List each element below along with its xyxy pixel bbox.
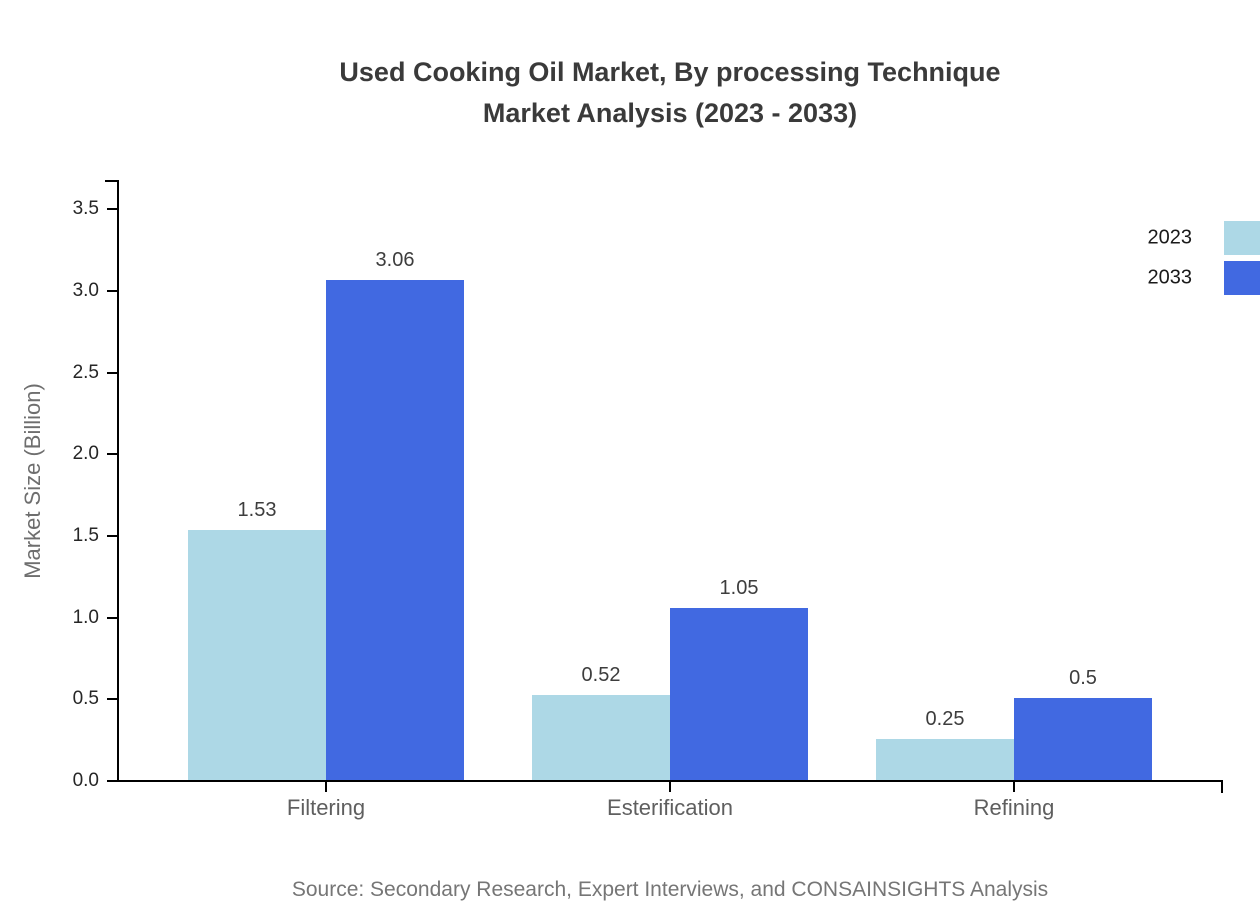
y-tick-label: 3.0	[72, 279, 99, 301]
x-tick-mark	[325, 782, 327, 792]
y-axis-label: Market Size (Billion)	[20, 383, 45, 579]
y-tick-label: 2.5	[72, 361, 99, 383]
y-tick-mark	[107, 616, 117, 619]
legend-swatch-2033	[1224, 261, 1260, 295]
y-tick-mark	[107, 371, 117, 374]
bar-value-label: 0.5	[1069, 667, 1097, 690]
chart-title-line2: Market Analysis (2023 - 2033)	[482, 98, 858, 128]
chart-title-line1: Used Cooking Oil Market, By processing T…	[339, 57, 1001, 87]
bar-value-label: 1.53	[237, 498, 277, 521]
legend-label-2033: 2033	[1147, 266, 1193, 289]
x-tick-mark	[669, 782, 671, 792]
bar-value-label: 1.05	[719, 577, 759, 600]
y-tick-mark	[107, 208, 117, 211]
bar-2033-Filtering	[326, 279, 464, 780]
y-tick-label: 3.5	[72, 198, 99, 220]
x-tick-mark	[1013, 782, 1015, 792]
y-tick-mark	[107, 698, 117, 701]
y-tick-mark	[107, 534, 117, 537]
y-tick-label: 2.0	[72, 443, 99, 465]
bar-value-label: 0.52	[581, 664, 621, 687]
x-category-label: Refining	[973, 795, 1055, 820]
legend-swatch-2023	[1224, 221, 1260, 255]
y-axis-end-tick	[105, 180, 117, 182]
bar-2023-Filtering	[188, 529, 326, 780]
y-tick-mark	[107, 289, 117, 292]
bar-2033-Refining	[1014, 698, 1152, 780]
source-text: Source: Secondary Research, Expert Inter…	[291, 878, 1049, 901]
y-tick-label: 0.0	[72, 770, 99, 791]
x-category-label: Filtering	[286, 795, 366, 820]
y-tick-mark	[107, 453, 117, 456]
bar-value-label: 3.06	[375, 248, 415, 271]
y-tick-label: 0.5	[72, 688, 99, 710]
chart-title: Used Cooking Oil Market, By processing T…	[80, 52, 1260, 134]
x-axis-line	[117, 780, 1223, 782]
bar-value-label: 0.25	[925, 708, 965, 731]
bar-2023-Refining	[876, 739, 1014, 780]
bar-2033-Esterification	[670, 608, 808, 780]
y-tick-label: 1.0	[72, 606, 99, 628]
bar-2023-Esterification	[532, 695, 670, 780]
y-tick-label: 1.5	[72, 524, 99, 546]
y-tick-mark	[107, 780, 117, 782]
legend-label-2023: 2023	[1147, 226, 1193, 249]
x-axis-end-tick	[1221, 782, 1223, 793]
y-axis-line	[117, 180, 119, 782]
x-category-label: Esterification	[607, 795, 733, 820]
